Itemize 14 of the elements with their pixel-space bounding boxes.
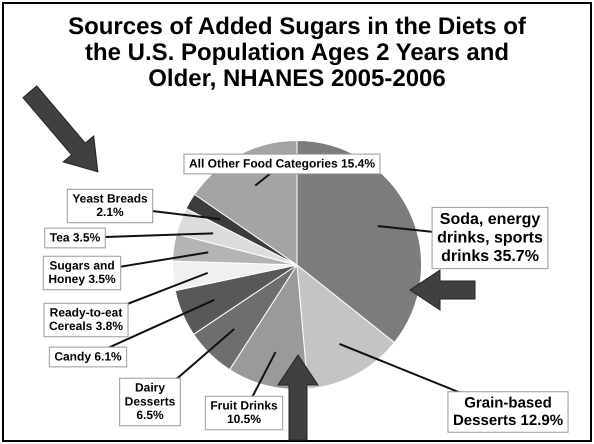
slice-label: Fruit Drinks [210,398,278,412]
slice-label: Tea 3.5% [50,230,101,244]
data-label: 10.5% [226,412,262,426]
slice-label: Grain-based Desserts 12.9% [452,394,564,429]
chart-title: Sources of Added Sugars in the Diets of the U.S. Population Ages 2 Years and Older, NHANES 2005-2006 [67,13,527,92]
slice-label: Soda, energy drinks, sports drinks 35.7% [437,211,543,265]
slice-label: Dairy Desserts [124,380,176,408]
data-label: 2.1% [96,205,124,220]
slice-label: Yeast Breads [72,191,148,206]
slice-label: Candy 6.1% [54,349,122,364]
slice-label: All Other Food Categories 15.4% [188,156,376,170]
slice-label: Ready-to-eat Cereals 3.8% [48,305,124,334]
data-label: 6.5% [136,408,164,422]
slice-label: Sugars and Honey 3.5% [48,258,116,286]
